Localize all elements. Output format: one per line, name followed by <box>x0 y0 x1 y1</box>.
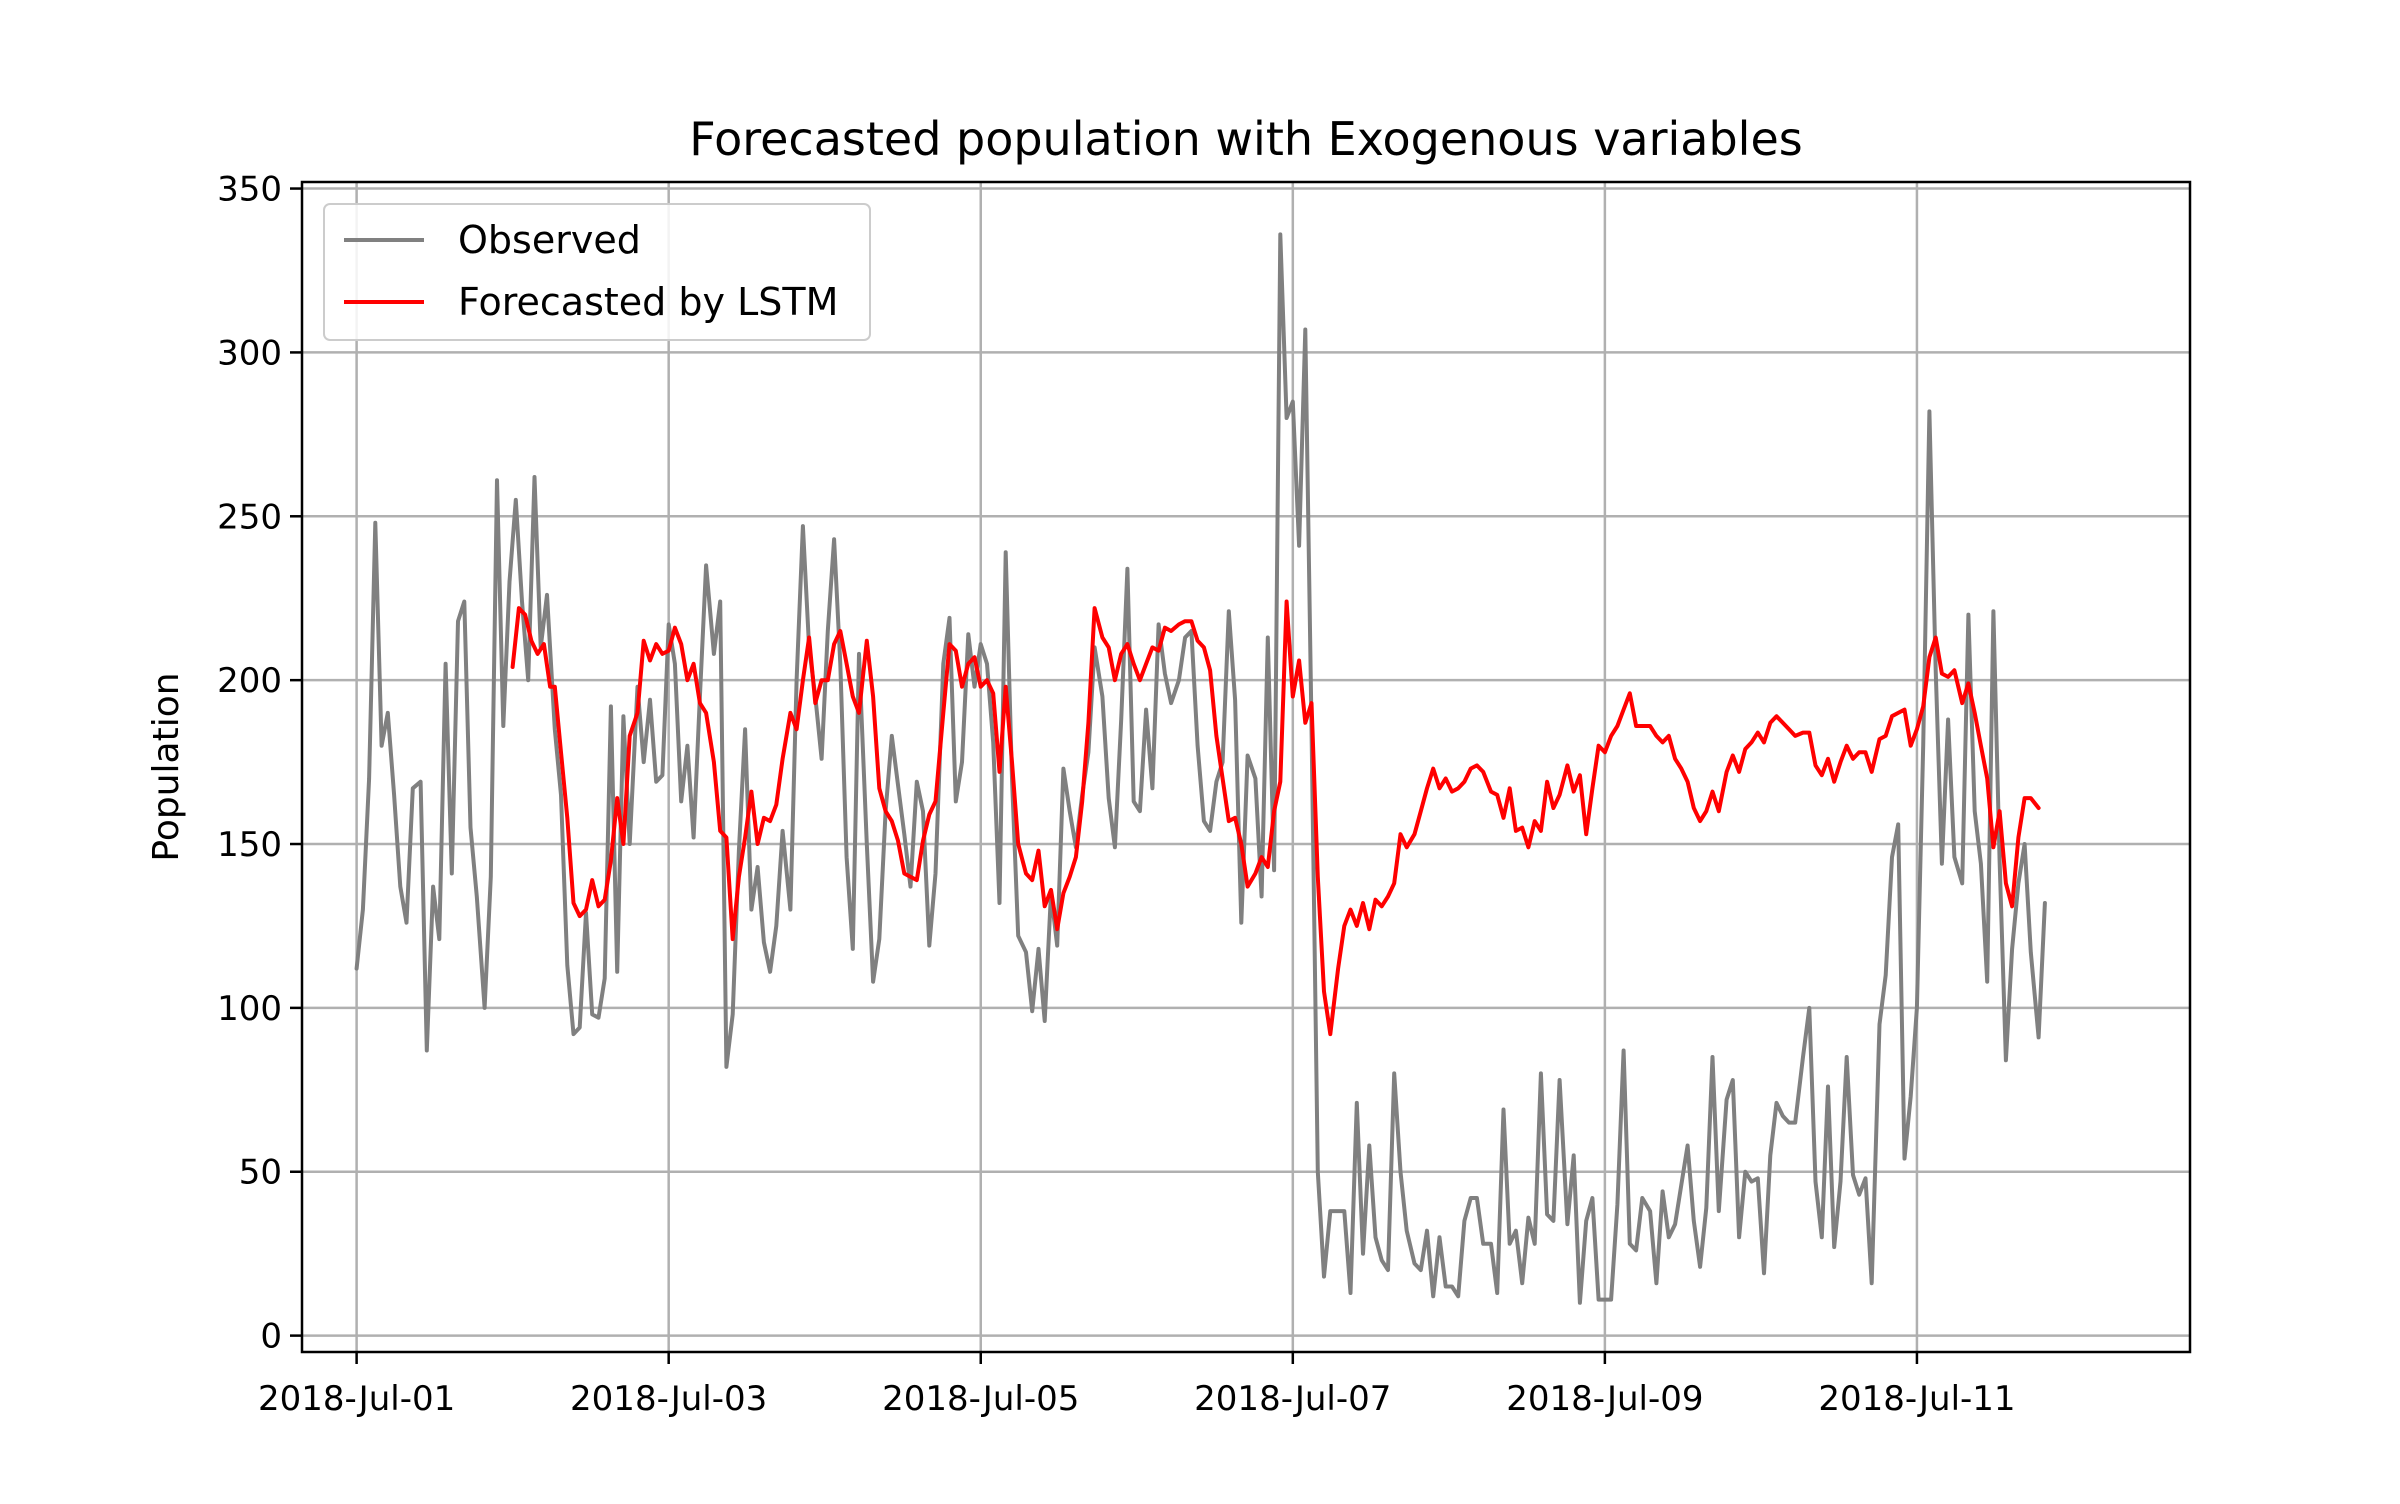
legend: Observed Forecasted by LSTM <box>323 203 871 341</box>
x-tick-label: 2018-Jul-03 <box>570 1379 767 1419</box>
x-tick-label: 2018-Jul-05 <box>882 1379 1079 1419</box>
x-tick-label: 2018-Jul-07 <box>1194 1379 1391 1419</box>
y-tick-label: 350 <box>217 170 282 210</box>
legend-box <box>323 203 871 341</box>
series-lines <box>354 232 2047 1305</box>
axis-ticks: 2018-Jul-01 2018-Jul-03 2018-Jul-05 2018-Ju… <box>217 170 2015 1419</box>
legend-label-observed: Observed <box>458 218 641 262</box>
y-tick-label: 150 <box>217 825 282 865</box>
y-tick-label: 50 <box>239 1153 282 1193</box>
y-tick-label: 200 <box>217 661 282 701</box>
chart-title: Forecasted population with Exogenous var… <box>689 112 1802 166</box>
y-tick-label: 0 <box>260 1317 282 1357</box>
y-tick-label: 300 <box>217 333 282 373</box>
plot-area-frame <box>300 180 2192 1354</box>
legend-label-forecast: Forecasted by LSTM <box>458 280 838 324</box>
y-axis-label: Population <box>146 672 187 861</box>
series-line-forecast <box>510 599 2041 1037</box>
x-tick-label: 2018-Jul-01 <box>258 1379 455 1419</box>
y-tick-label: 100 <box>217 989 282 1029</box>
y-tick-label: 250 <box>217 497 282 537</box>
x-tick-label: 2018-Jul-11 <box>1818 1379 2015 1419</box>
x-tick-label: 2018-Jul-09 <box>1506 1379 1703 1419</box>
